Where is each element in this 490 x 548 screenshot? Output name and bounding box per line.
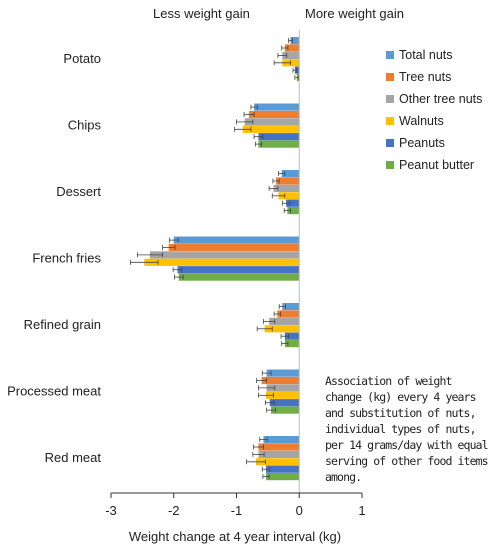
bar [242,125,300,133]
bar [255,458,300,466]
legend-swatch [386,95,394,103]
bar [265,465,300,473]
bar [278,192,300,200]
bar [284,340,300,348]
legend-swatch [386,73,394,81]
legend-label: Peanut butter [399,158,475,172]
legend-swatch [386,117,394,125]
legend-swatch [386,161,394,169]
x-tick-label: 0 [296,503,303,518]
category-label: Refined grain [24,317,101,332]
chart-note: Association of weight change (kg) every … [325,374,489,484]
x-tick-label: -2 [168,503,180,518]
bar [284,44,300,52]
bar [249,110,300,119]
bar [178,273,300,281]
bar [277,310,300,318]
bar [290,37,300,45]
bar [264,325,300,333]
bar [269,317,300,325]
bar [266,384,300,392]
header-more-weight-gain: More weight gain [305,6,404,21]
x-axis-label: Weight change at 4 year interval (kg) [129,529,341,544]
x-tick-label: -1 [231,503,243,518]
legend-label: Walnuts [399,114,444,128]
legend-label: Peanuts [399,136,445,150]
legend: Total nuts Tree nuts Other tree nuts Walnut… [386,46,482,178]
bar [261,376,300,385]
bar [284,332,300,340]
bar [168,243,300,252]
bar [265,391,300,399]
bar [287,207,300,215]
bar [282,303,300,311]
x-tick-label: 1 [358,503,365,518]
bar [173,236,300,244]
bar [282,51,300,59]
bar [149,251,300,259]
bar [281,170,300,178]
bar [258,140,300,148]
bar [144,258,300,266]
legend-label: Other tree nuts [399,92,483,106]
bar [273,184,300,192]
legend-label: Tree nuts [399,70,452,84]
bar [258,450,300,458]
bar [177,266,300,274]
category-label: French fries [32,251,101,266]
category-label: Chips [68,118,102,133]
bar [271,406,300,414]
legend-item: Peanuts [386,134,482,152]
legend-item: Total nuts [386,46,482,64]
bar [244,118,300,126]
legend-swatch [386,139,394,147]
category-label: Red meat [45,450,102,465]
bar [265,473,300,481]
bar [286,199,300,207]
bar [254,103,300,111]
legend-item: Other tree nuts [386,90,482,108]
legend-item: Peanut butter [386,156,482,174]
bar [276,177,300,185]
category-label: Potato [63,51,101,66]
bar [266,369,300,377]
bar [258,443,300,451]
legend-item: Tree nuts [386,68,482,86]
legend-swatch [386,51,394,59]
bar [263,436,300,444]
header-less-weight-gain: Less weight gain [153,6,250,21]
x-tick-label: -3 [105,503,117,518]
bar [258,133,300,141]
category-label: Processed meat [7,384,101,399]
legend-label: Total nuts [399,48,453,62]
category-label: Dessert [56,184,101,199]
legend-item: Walnuts [386,112,482,130]
bar [269,399,300,407]
